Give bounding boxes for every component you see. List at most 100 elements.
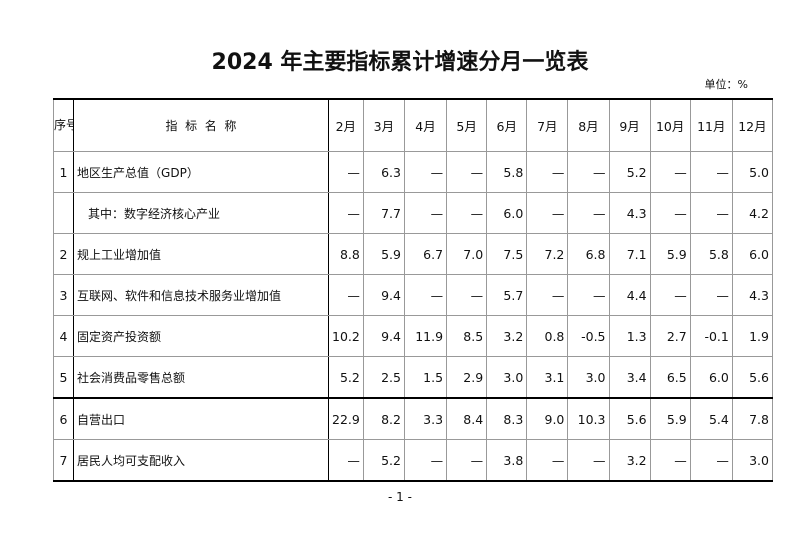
value-cell: 3.8 (486, 439, 528, 482)
value-cell: 6.8 (567, 233, 610, 275)
value-cell: 8.2 (362, 397, 405, 440)
table-row: 其中：数字经济核心产业 —7.7— —6.0— —4.3— —4.2 (52, 192, 774, 234)
value-cell: 5.2 (608, 151, 651, 193)
value-cell: 5.9 (649, 397, 691, 440)
table-row: 1 地区生产总值（GDP） —6.3— —5.8— —5.2— —5.0 (52, 151, 774, 193)
seq-header: 序号 (52, 98, 75, 152)
value-cell: — (689, 439, 733, 482)
value-cell: 3.2 (486, 315, 528, 357)
value-cell: 6.0 (689, 356, 733, 399)
indicator-table: 序号指 标 名 称2月3月4月5月6月7月8月9月10月11月12月1地区生产总… (52, 98, 774, 482)
value-cell: — (526, 274, 569, 316)
unit-label: 单位：% (704, 78, 748, 91)
value-cell: — (446, 192, 488, 234)
table-row: 6 自营出口 22.9 8.2 3.3 8.4 8.3 9.0 10.3 5.6 5.9 5.4 7.8 (52, 397, 774, 440)
value-cell: — (649, 439, 691, 482)
value-cell: 8.4 (446, 397, 488, 440)
value-cell: 22.9 (327, 397, 364, 440)
value-cell: 9.4 (362, 315, 405, 357)
row-seq: 6 (52, 397, 75, 440)
value-cell: 3.2 (608, 439, 651, 482)
value-cell: — (403, 274, 448, 316)
value-cell: 6.7 (403, 233, 448, 275)
value-cell: — (649, 274, 691, 316)
value-cell: — (403, 439, 448, 482)
row-name: 居民人均可支配收入 (73, 439, 329, 482)
table-row: 3 互联网、软件和信息技术服务业增加值 —9.4— —5.7— —4.4— —4.3 (52, 274, 774, 316)
month-header: 11月 (689, 98, 733, 152)
value-cell: 3.4 (608, 356, 651, 399)
value-cell: -0.5 (567, 315, 610, 357)
row-seq: 5 (52, 356, 75, 399)
value-cell: 10.2 (327, 315, 364, 357)
value-cell: — (446, 439, 488, 482)
row-name: 社会消费品零售总额 (73, 356, 329, 399)
value-cell: 8.5 (446, 315, 488, 357)
value-cell: — (526, 151, 569, 193)
value-cell: 5.8 (689, 233, 733, 275)
row-name: 规上工业增加值 (73, 233, 329, 275)
value-cell: 3.1 (526, 356, 569, 399)
row-name: 自营出口 (73, 397, 329, 440)
value-cell: 4.3 (731, 274, 774, 316)
value-cell: 9.0 (526, 397, 569, 440)
value-cell: — (689, 151, 733, 193)
value-cell: 1.5 (403, 356, 448, 399)
value-cell: 6.3 (362, 151, 405, 193)
value-cell: 3.0 (731, 439, 774, 482)
value-cell: 1.9 (731, 315, 774, 357)
value-cell: 5.7 (486, 274, 528, 316)
value-cell: — (327, 151, 364, 193)
row-name: 其中：数字经济核心产业 (73, 192, 329, 234)
row-name: 地区生产总值（GDP） (73, 151, 329, 193)
value-cell: 1.3 (608, 315, 651, 357)
month-header: 7月 (526, 98, 569, 152)
value-cell: — (403, 192, 448, 234)
value-cell: 7.8 (731, 397, 774, 440)
table-row: 4 固定资产投资额 10.2 9.4 11.9 8.5 3.2 0.8 -0.5 1.3 2.7 -0… (52, 315, 774, 357)
value-cell: — (689, 274, 733, 316)
value-cell: 5.6 (731, 356, 774, 399)
month-header: 8月 (567, 98, 610, 152)
value-cell: 7.5 (486, 233, 528, 275)
page-number: - 1 - (388, 490, 412, 504)
value-cell: 7.2 (526, 233, 569, 275)
value-cell: 7.7 (362, 192, 405, 234)
value-cell: 0.8 (526, 315, 569, 357)
value-cell: 7.0 (446, 233, 488, 275)
value-cell: 2.5 (362, 356, 405, 399)
row-seq: 3 (52, 274, 75, 316)
table-row: 5 社会消费品零售总额 5.2 2.5 1.5 2.9 3.0 3.1 3.0 3.4 6.5 6.0… (52, 356, 774, 399)
row-seq: 7 (52, 439, 75, 482)
value-cell: — (327, 274, 364, 316)
value-cell: — (567, 192, 610, 234)
value-cell: 3.0 (486, 356, 528, 399)
month-header: 6月 (486, 98, 528, 152)
name-header: 指 标 名 称 (73, 98, 329, 152)
value-cell: — (649, 151, 691, 193)
month-header: 4月 (403, 98, 448, 152)
month-header: 2月 (327, 98, 364, 152)
row-seq: 1 (52, 151, 75, 193)
value-cell: -0.1 (689, 315, 733, 357)
value-cell: 5.0 (731, 151, 774, 193)
value-cell: 7.1 (608, 233, 651, 275)
value-cell: 6.0 (731, 233, 774, 275)
value-cell: 5.6 (608, 397, 651, 440)
value-cell: — (526, 192, 569, 234)
value-cell: 2.7 (649, 315, 691, 357)
value-cell: — (403, 151, 448, 193)
value-cell: — (567, 274, 610, 316)
value-cell: 4.3 (608, 192, 651, 234)
value-cell: 2.9 (446, 356, 488, 399)
row-seq (52, 192, 75, 234)
month-header: 12月 (731, 98, 774, 152)
value-cell: 4.2 (731, 192, 774, 234)
value-cell: 5.9 (649, 233, 691, 275)
row-seq: 4 (52, 315, 75, 357)
row-name: 固定资产投资额 (73, 315, 329, 357)
value-cell: 6.5 (649, 356, 691, 399)
value-cell: — (649, 192, 691, 234)
table-row: 7 居民人均可支配收入 —5.2— —3.8— —3.2— —3.0 (52, 439, 774, 482)
value-cell: — (446, 151, 488, 193)
